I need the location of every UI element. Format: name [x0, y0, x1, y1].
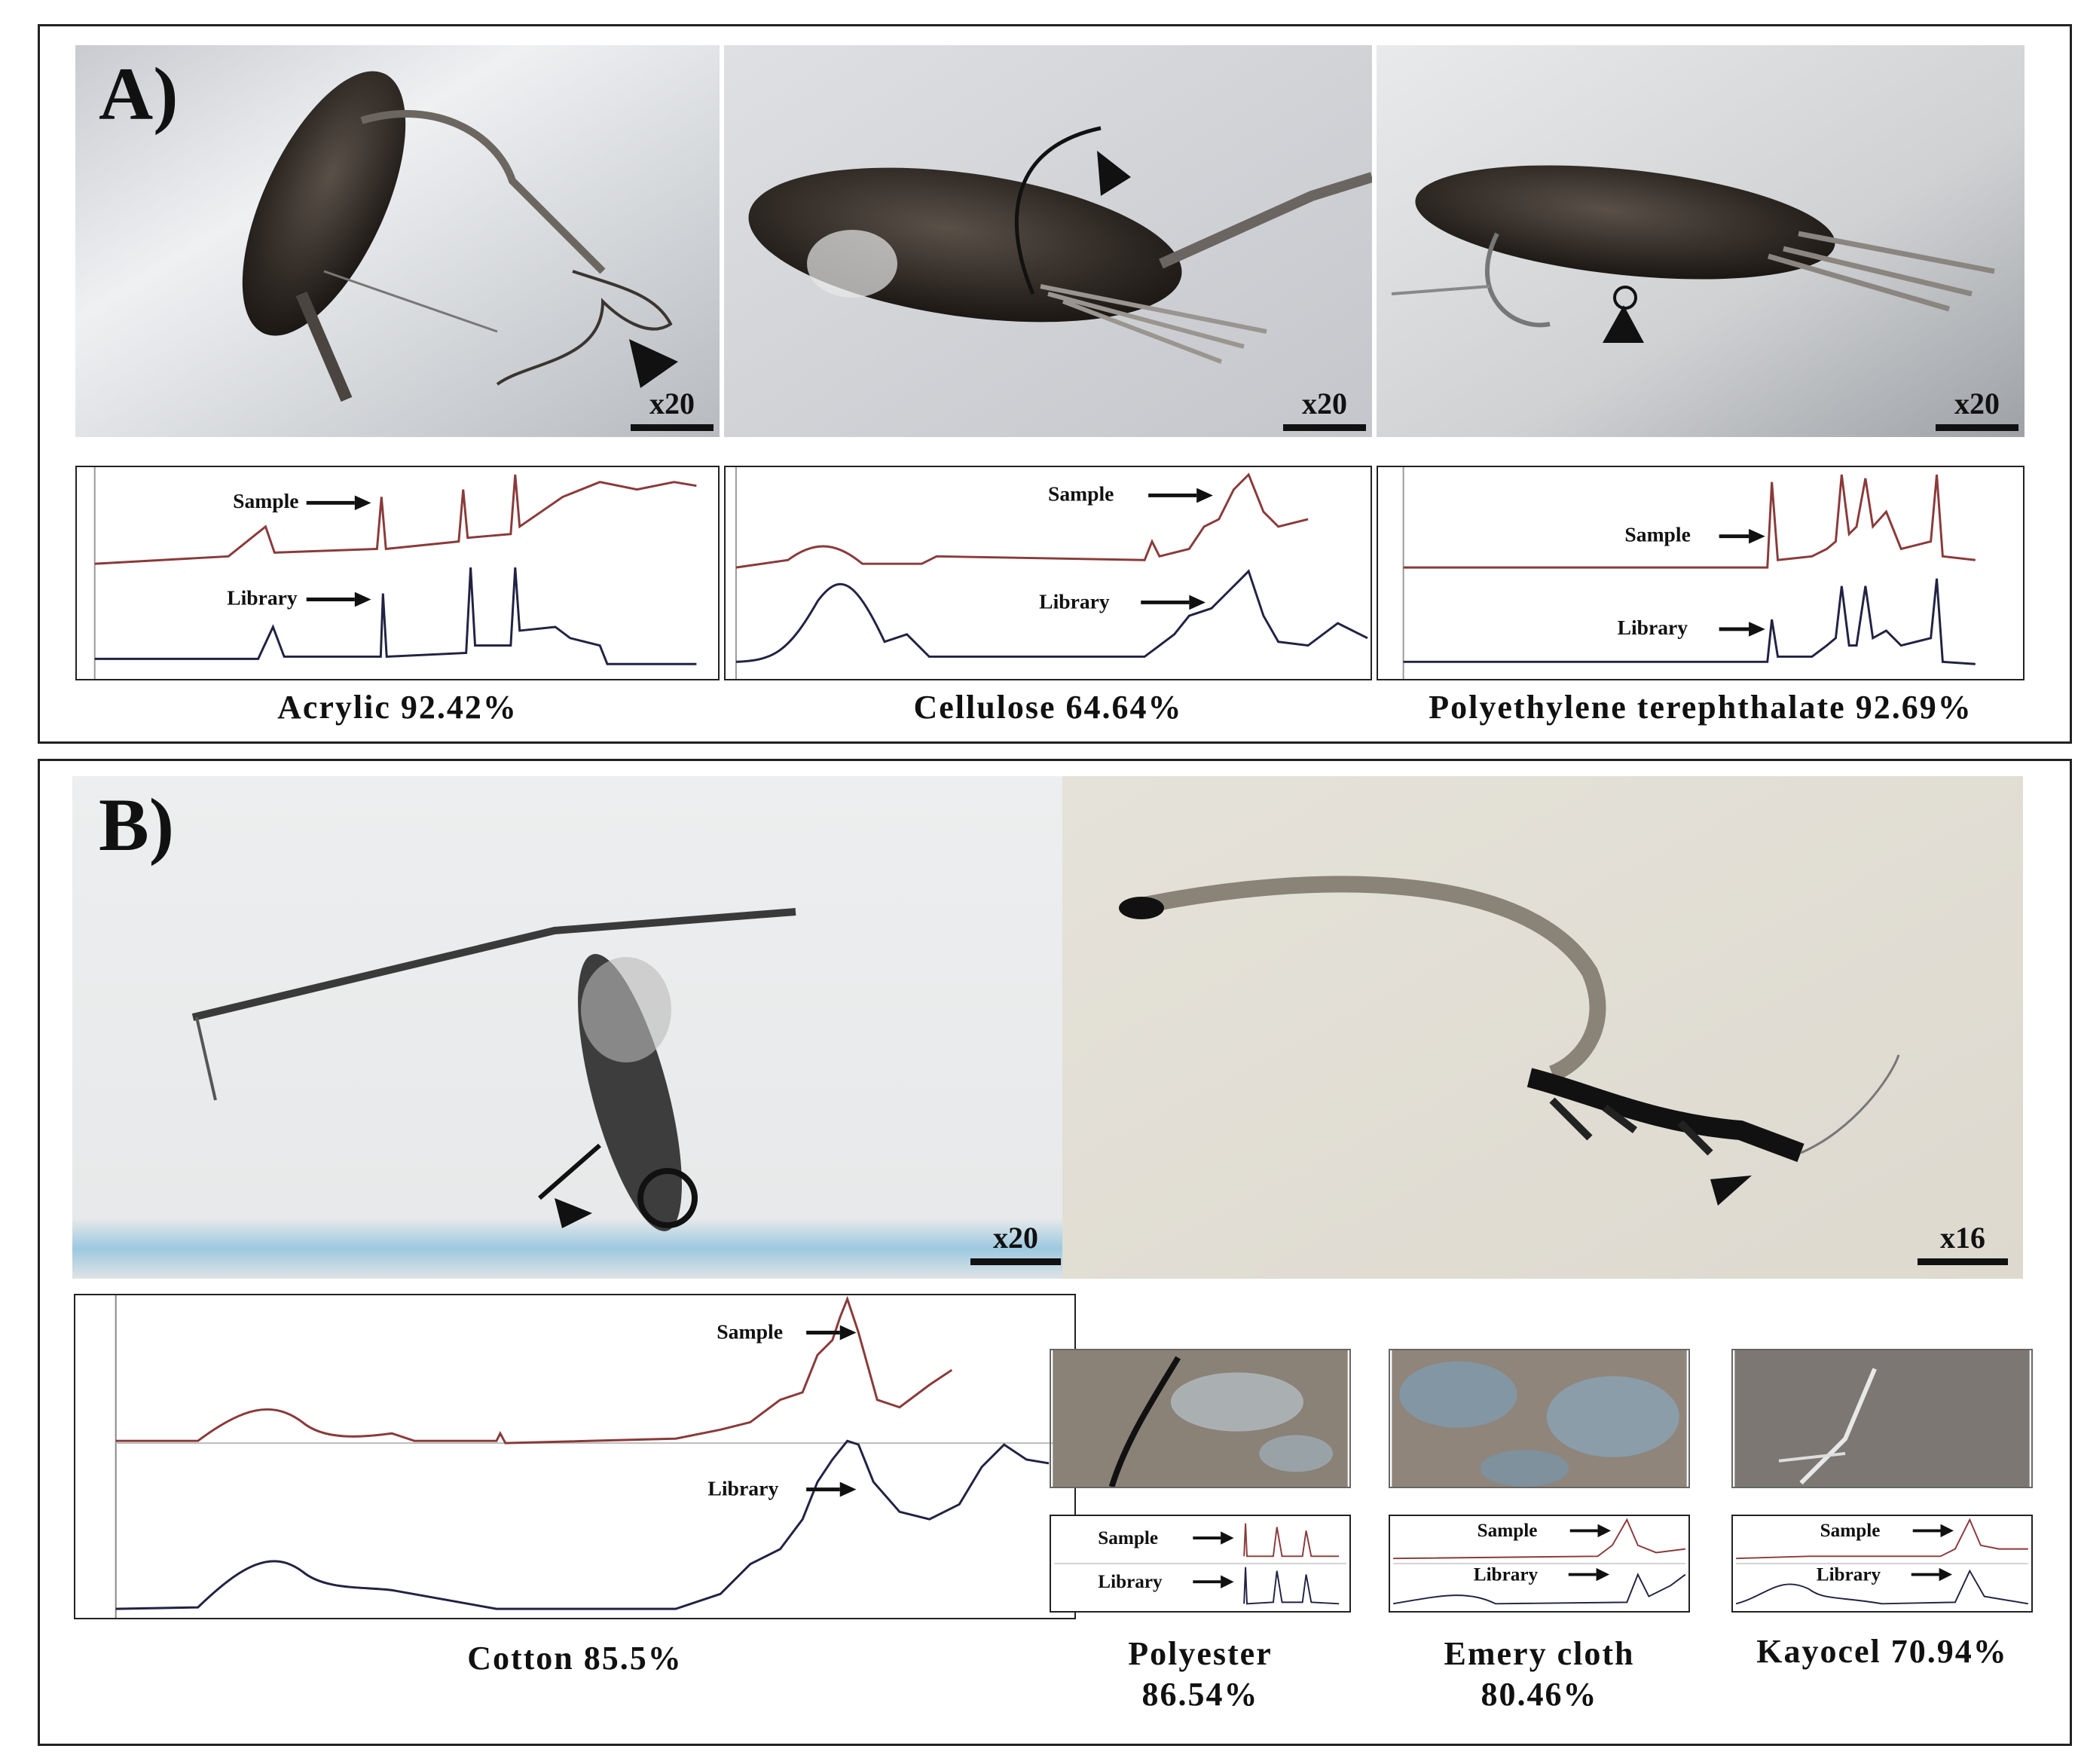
sample-label: Sample [1624, 523, 1690, 546]
library-label: Library [1474, 1564, 1539, 1585]
caption-line-2: 86.54% [1141, 1675, 1259, 1713]
magnification-label: x20 [993, 1221, 1038, 1255]
caption-emery-cloth: Emery cloth 80.46% [1374, 1634, 1705, 1714]
library-label: Library [1039, 589, 1110, 613]
scale-bar-b2: x16 [1918, 1220, 2008, 1265]
scale-line [1283, 424, 1366, 431]
scale-bar-a1: x20 [631, 386, 714, 431]
scale-bar-b1: x20 [970, 1220, 1061, 1265]
worm-fiber-image-b2 [1062, 776, 2023, 1279]
copepod-image-a2 [724, 45, 1372, 437]
spectrum-pet: Sample Library [1377, 466, 2025, 680]
right-arrow-icon [1141, 595, 1206, 610]
right-arrow-icon [1193, 1575, 1234, 1588]
right-arrow-icon [806, 1481, 857, 1497]
library-label: Library [707, 1478, 778, 1501]
thumb-kayocel [1731, 1349, 2033, 1488]
arrowhead-pointer-icon [1603, 305, 1644, 343]
scale-line [1936, 424, 2018, 431]
spectrum-acrylic: Sample Library [75, 466, 720, 680]
photo-b2-fiber-worm: x16 [1062, 776, 2023, 1279]
caption-pet: Polyethylene terephthalate 92.69% [1429, 689, 1973, 726]
caption-kayocel: Kayocel 70.94% [1709, 1631, 2055, 1672]
photo-a1-copepod: x20 [75, 45, 720, 437]
scale-bar-a2: x20 [1283, 386, 1366, 431]
right-arrow-icon [306, 592, 371, 607]
thumb-emery-cloth [1389, 1349, 1690, 1488]
scale-bar-a3: x20 [1936, 386, 2018, 431]
spectrum-polyester: Sample Library [1050, 1515, 1351, 1613]
panel-b: x20 B) x16 Sample [38, 759, 2072, 1746]
right-arrow-icon [306, 495, 371, 511]
spectrum-cellulose: Sample Library [724, 466, 1372, 680]
sample-label: Sample [1478, 1521, 1538, 1541]
right-arrow-icon [1912, 1524, 1954, 1538]
caption-line-1: Kayocel 70.94% [1756, 1633, 2008, 1670]
spectrum-emery-cloth: Sample Library [1389, 1515, 1690, 1613]
caption-line-2: 80.46% [1481, 1675, 1598, 1713]
scale-line [1918, 1258, 2008, 1265]
scale-line [970, 1258, 1061, 1265]
caption-cellulose: Cellulose 64.64% [913, 689, 1183, 726]
library-label: Library [1817, 1564, 1881, 1585]
larva-image-b1 [72, 776, 1076, 1279]
caption-polyester: Polyester 86.54% [1034, 1634, 1366, 1714]
photo-a2-copepod: x20 [724, 45, 1372, 437]
magnification-label: x20 [1302, 387, 1347, 420]
right-arrow-icon [1569, 1524, 1611, 1538]
copepod-image-a1 [75, 45, 720, 437]
library-label: Library [1098, 1572, 1163, 1592]
library-label: Library [227, 585, 298, 609]
caption-line-1: Emery cloth [1444, 1635, 1635, 1672]
right-arrow-icon [1719, 528, 1765, 544]
panel-b-label: B) [99, 783, 174, 867]
right-arrow-icon [1568, 1567, 1610, 1582]
scale-line [631, 424, 714, 431]
photo-b1-larva: x20 [72, 776, 1076, 1279]
library-label: Library [1618, 616, 1688, 639]
arrowhead-pointer-icon [629, 339, 678, 388]
right-arrow-icon [1911, 1567, 1953, 1582]
arrowhead-pointer-icon [1710, 1175, 1752, 1206]
spectrum-cotton: Sample Library [74, 1294, 1076, 1619]
right-arrow-icon [1148, 488, 1213, 503]
spectrum-kayocel: Sample Library [1731, 1515, 2033, 1613]
arrowhead-pointer-icon [1097, 151, 1131, 196]
right-arrow-icon [1193, 1531, 1234, 1545]
arrowhead-pointer-icon [555, 1198, 592, 1228]
sample-label: Sample [717, 1320, 783, 1344]
thumb-polyester [1050, 1349, 1351, 1488]
caption-line-1: Polyester [1128, 1635, 1273, 1672]
sample-label: Sample [233, 489, 298, 512]
magnification-label: x20 [649, 387, 695, 420]
right-arrow-icon [806, 1325, 857, 1341]
panel-a-label: A) [99, 52, 179, 136]
sample-label: Sample [1098, 1528, 1158, 1548]
photo-a3-copepod: x20 [1377, 45, 2025, 437]
magnification-label: x20 [1954, 387, 2000, 420]
caption-acrylic: Acrylic 92.42% [277, 689, 518, 726]
sample-label: Sample [1048, 482, 1114, 505]
sample-label: Sample [1820, 1521, 1881, 1541]
copepod-image-a3 [1377, 45, 2025, 437]
panel-a: x20 x20 [38, 24, 2072, 744]
magnification-label: x16 [1940, 1221, 1985, 1255]
caption-cotton: Cotton 85.5% [467, 1640, 683, 1677]
right-arrow-icon [1719, 622, 1765, 637]
